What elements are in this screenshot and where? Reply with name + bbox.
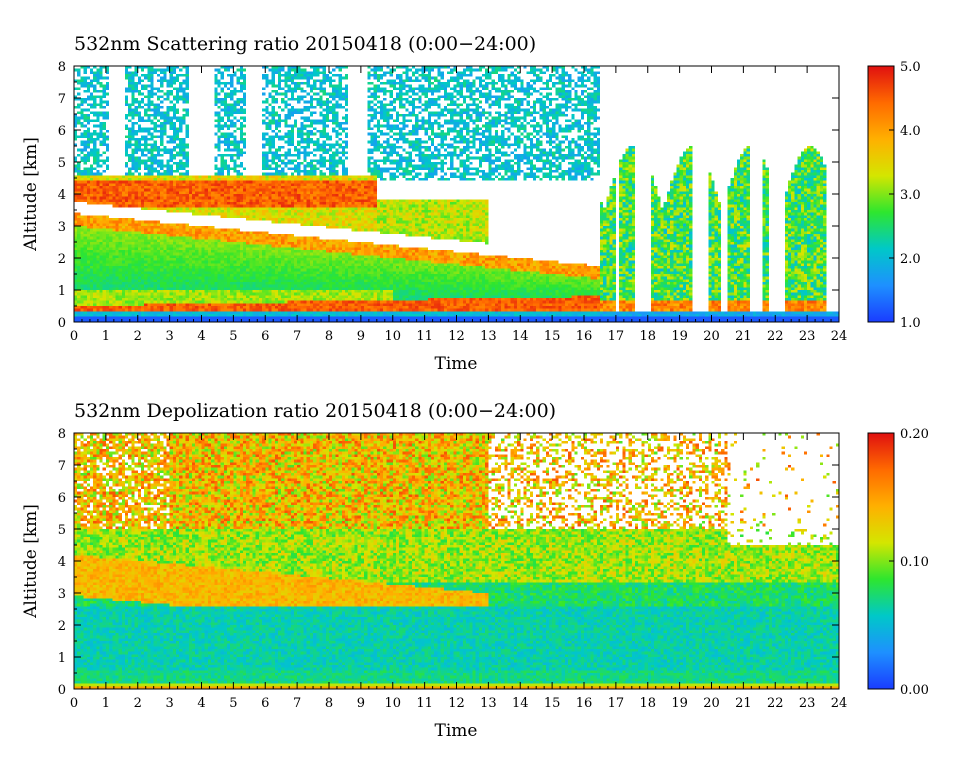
scattering-ratio-xtick-label: 2 (134, 329, 142, 344)
depolarization-ratio-colorbar-label: 0.10 (900, 555, 929, 570)
scattering-ratio-plot: 0 1 2 3 4 5 6 7 8 9 10 11 12 13 14 15 16 17 18 19 20 21 22 23 24… (58, 60, 848, 344)
depolarization-ratio-title: 532nm Depolization ratio 20150418 (0:00−… (74, 400, 556, 422)
scattering-ratio-xtick-label: 11 (416, 329, 433, 344)
depolarization-ratio-xtick-label: 17 (608, 696, 625, 711)
scattering-ratio-xtick-label: 14 (512, 329, 529, 344)
depolarization-ratio-xtick-label: 8 (325, 696, 333, 711)
scattering-ratio-xtick-label: 13 (480, 329, 497, 344)
depolarization-ratio-xtick-label: 12 (448, 696, 465, 711)
depolarization-ratio-xtick-label: 18 (639, 696, 656, 711)
depolarization-ratio-ytick-label: 8 (58, 427, 66, 442)
scattering-ratio-xtick-label: 12 (448, 329, 465, 344)
depolarization-ratio-colorbar-label: 0.20 (900, 427, 929, 442)
depolarization-ratio-plot: 0 1 2 3 4 5 6 7 8 9 10 11 12 13 14 15 16 17 18 19 20 21 22 23 24… (58, 427, 848, 711)
scattering-ratio-ytick-label: 0 (58, 316, 66, 331)
scattering-ratio-xtick-label: 19 (671, 329, 688, 344)
scattering-ratio-colorbar-label: 1.0 (900, 316, 921, 331)
scattering-ratio-xtick-label: 18 (639, 329, 656, 344)
depolarization-ratio-xtick-label: 6 (261, 696, 269, 711)
scattering-ratio-xtick-label: 8 (325, 329, 333, 344)
scattering-ratio-xtick-label: 1 (102, 329, 110, 344)
scattering-ratio-colorbar-label: 4.0 (900, 124, 921, 139)
scattering-ratio-xtick-label: 6 (261, 329, 269, 344)
depolarization-ratio-xlabel: Time (435, 721, 478, 741)
depolarization-ratio-ytick-label: 7 (58, 459, 66, 474)
scattering-ratio-ytick-label: 1 (58, 284, 66, 299)
scattering-ratio-xtick-label: 5 (229, 329, 237, 344)
scattering-ratio-colorbar-label: 5.0 (900, 60, 921, 75)
scattering-ratio-ylabel: Altitude [km] (21, 137, 41, 252)
depolarization-ratio-xtick-label: 5 (229, 696, 237, 711)
scattering-ratio-ytick-label: 7 (58, 92, 66, 107)
depolarization-ratio-xtick-label: 22 (767, 696, 784, 711)
depolarization-ratio-xtick-label: 3 (165, 696, 173, 711)
depolarization-ratio-xtick-label: 7 (293, 696, 301, 711)
depolarization-ratio-xtick-label: 15 (544, 696, 561, 711)
depolarization-ratio-xtick-label: 4 (197, 696, 205, 711)
depolarization-ratio-heatmap (74, 433, 839, 689)
scattering-ratio-xtick-label: 3 (165, 329, 173, 344)
scattering-ratio-ytick-label: 2 (58, 252, 66, 267)
scattering-ratio-xtick-label: 9 (357, 329, 365, 344)
scattering-ratio-ytick-label: 8 (58, 60, 66, 75)
scattering-ratio-xtick-label: 16 (576, 329, 593, 344)
scattering-ratio-heatmap (74, 66, 839, 322)
depolarization-ratio-ytick-label: 0 (58, 683, 66, 698)
depolarization-ratio-xtick-label: 1 (102, 696, 110, 711)
depolarization-ratio-xtick-label: 9 (357, 696, 365, 711)
depolarization-ratio-ytick-label: 2 (58, 619, 66, 634)
depolarization-ratio-ylabel: Altitude [km] (21, 504, 41, 619)
depolarization-ratio-ytick-label: 6 (58, 491, 66, 506)
scattering-ratio-xtick-label: 24 (831, 329, 848, 344)
depolarization-ratio-xtick-label: 19 (671, 696, 688, 711)
scattering-ratio-ytick-label: 3 (58, 220, 66, 235)
depolarization-ratio-colorbar: 0.00 0.10 0.20 (867, 427, 929, 698)
depolarization-ratio-xtick-label: 11 (416, 696, 433, 711)
depolarization-ratio-xtick-label: 21 (735, 696, 752, 711)
scattering-ratio-xtick-label: 23 (799, 329, 816, 344)
depolarization-ratio-xtick-label: 13 (480, 696, 497, 711)
depolarization-ratio-xtick-label: 16 (576, 696, 593, 711)
depolarization-ratio-ytick-label: 4 (58, 555, 66, 570)
depolarization-ratio-xtick-label: 14 (512, 696, 529, 711)
depolarization-ratio-panel: 532nm Depolization ratio 20150418 (0:00−… (21, 400, 929, 741)
depolarization-ratio-ytick-label: 5 (58, 523, 66, 538)
depolarization-ratio-ytick-label: 1 (58, 651, 66, 666)
scattering-ratio-xtick-label: 20 (703, 329, 720, 344)
scattering-ratio-colorbar: 1.0 2.0 3.0 4.0 5.0 (867, 60, 921, 331)
scattering-ratio-xtick-label: 10 (384, 329, 401, 344)
depolarization-ratio-xtick-label: 20 (703, 696, 720, 711)
scattering-ratio-title: 532nm Scattering ratio 20150418 (0:00−24… (74, 33, 536, 55)
scattering-ratio-ytick-label: 6 (58, 124, 66, 139)
depolarization-ratio-ytick-label: 3 (58, 587, 66, 602)
scattering-ratio-xtick-label: 22 (767, 329, 784, 344)
scattering-ratio-ytick-label: 5 (58, 156, 66, 171)
scattering-ratio-colorbar-label: 2.0 (900, 252, 921, 267)
depolarization-ratio-xtick-label: 24 (831, 696, 848, 711)
scattering-ratio-panel: 532nm Scattering ratio 20150418 (0:00−24… (21, 33, 921, 374)
scattering-ratio-xtick-label: 7 (293, 329, 301, 344)
scattering-ratio-xtick-label: 21 (735, 329, 752, 344)
scattering-ratio-xlabel: Time (435, 354, 478, 374)
scattering-ratio-xtick-label: 4 (197, 329, 205, 344)
depolarization-ratio-xtick-label: 2 (134, 696, 142, 711)
scattering-ratio-colorbar-scale (867, 65, 895, 323)
scattering-ratio-xtick-label: 17 (608, 329, 625, 344)
scattering-ratio-xtick-label: 15 (544, 329, 561, 344)
scattering-ratio-xtick-label: 0 (70, 329, 78, 344)
scattering-ratio-colorbar-label: 3.0 (900, 188, 921, 203)
depolarization-ratio-colorbar-label: 0.00 (900, 683, 929, 698)
depolarization-ratio-xtick-label: 23 (799, 696, 816, 711)
depolarization-ratio-xtick-label: 10 (384, 696, 401, 711)
scattering-ratio-ytick-label: 4 (58, 188, 66, 203)
depolarization-ratio-xtick-label: 0 (70, 696, 78, 711)
